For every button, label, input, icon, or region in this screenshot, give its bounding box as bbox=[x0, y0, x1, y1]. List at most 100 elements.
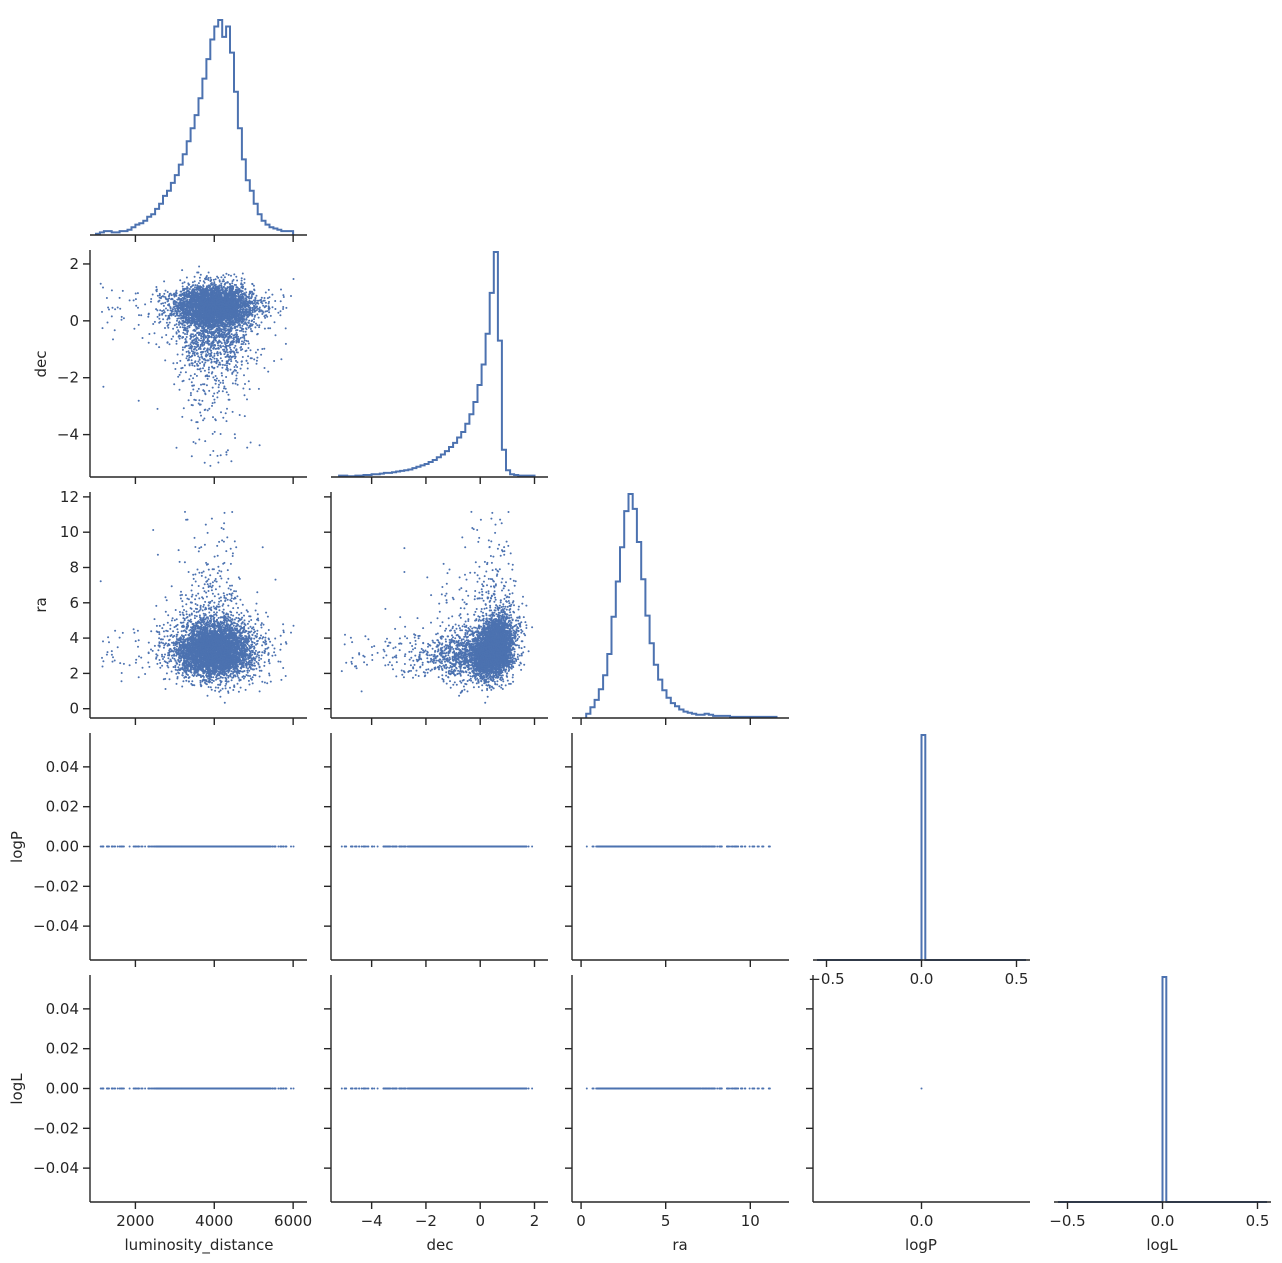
scatter-point bbox=[228, 274, 230, 276]
scatter-point bbox=[107, 322, 109, 324]
scatter-point bbox=[186, 351, 188, 353]
scatter-point bbox=[222, 279, 224, 281]
scatter-point bbox=[212, 395, 214, 397]
scatter-point bbox=[198, 348, 200, 350]
scatter-point bbox=[237, 336, 239, 338]
scatter-point bbox=[208, 375, 210, 377]
scatter-point bbox=[219, 362, 221, 364]
scatter-point bbox=[251, 294, 253, 296]
scatter-point bbox=[222, 274, 224, 276]
scatter-point bbox=[220, 283, 222, 285]
scatter-point bbox=[210, 336, 212, 338]
scatter-point bbox=[199, 280, 201, 282]
scatter-point bbox=[182, 286, 184, 288]
scatter-point bbox=[233, 273, 235, 275]
scatter-point bbox=[148, 313, 150, 315]
scatter-point bbox=[226, 391, 228, 393]
scatter-point bbox=[138, 400, 140, 402]
scatter-point bbox=[163, 305, 165, 307]
scatter-point bbox=[188, 354, 190, 356]
scatter-point bbox=[230, 358, 232, 360]
scatter-point bbox=[192, 281, 194, 283]
scatter-point bbox=[280, 358, 282, 360]
scatter-point bbox=[183, 407, 185, 409]
scatter-point bbox=[261, 297, 263, 299]
scatter-point bbox=[190, 392, 192, 394]
scatter-point bbox=[138, 324, 140, 326]
scatter-point bbox=[192, 377, 194, 379]
scatter-point bbox=[242, 273, 244, 275]
scatter-point bbox=[188, 345, 190, 347]
scatter-point bbox=[285, 343, 287, 345]
scatter-point bbox=[182, 346, 184, 348]
scatter-point bbox=[176, 318, 178, 320]
scatter-point bbox=[270, 315, 272, 317]
scatter-point bbox=[208, 390, 210, 392]
scatter-point bbox=[111, 315, 113, 317]
scatter-point bbox=[256, 295, 258, 297]
scatter-point bbox=[206, 384, 208, 386]
scatter-point bbox=[206, 286, 208, 288]
scatter-point bbox=[242, 331, 244, 333]
scatter-point bbox=[213, 348, 215, 350]
scatter-point bbox=[215, 278, 217, 280]
scatter-point bbox=[152, 323, 154, 325]
scatter-point bbox=[240, 282, 242, 284]
scatter-point bbox=[222, 345, 224, 347]
scatter-point bbox=[265, 292, 267, 294]
scatter-point bbox=[207, 378, 209, 380]
scatter-point bbox=[182, 332, 184, 334]
scatter-point bbox=[223, 387, 225, 389]
scatter-point bbox=[176, 340, 178, 342]
scatter-point bbox=[258, 326, 260, 328]
scatter-point bbox=[208, 279, 210, 281]
scatter-point bbox=[241, 343, 243, 345]
scatter-point bbox=[253, 321, 255, 323]
scatter-point bbox=[157, 316, 159, 318]
scatter-point bbox=[186, 336, 188, 338]
scatter-point bbox=[200, 354, 202, 356]
scatter-point bbox=[241, 277, 243, 279]
scatter-point bbox=[225, 412, 227, 414]
scatter-point bbox=[165, 334, 167, 336]
scatter-point bbox=[162, 302, 164, 304]
scatter-point bbox=[277, 312, 279, 314]
scatter-point bbox=[269, 327, 271, 329]
scatter-point bbox=[216, 358, 218, 360]
scatter-point bbox=[232, 411, 234, 413]
scatter-point bbox=[285, 327, 287, 329]
scatter-point bbox=[102, 327, 104, 329]
scatter-point bbox=[186, 333, 188, 335]
scatter-point bbox=[256, 324, 258, 326]
scatter-point bbox=[165, 315, 167, 317]
scatter-point bbox=[245, 317, 247, 319]
scatter-point bbox=[112, 338, 114, 340]
scatter-point bbox=[235, 364, 237, 366]
scatter-point bbox=[241, 325, 243, 327]
scatter-point bbox=[248, 320, 250, 322]
scatter-point bbox=[199, 362, 201, 364]
scatter-point bbox=[201, 400, 203, 402]
scatter-point bbox=[227, 449, 229, 451]
scatter-point bbox=[268, 303, 270, 305]
scatter-point bbox=[214, 402, 216, 404]
scatter-point bbox=[184, 333, 186, 335]
scatter-point bbox=[163, 309, 165, 311]
scatter-point bbox=[210, 344, 212, 346]
scatter-point bbox=[293, 278, 295, 280]
scatter-point bbox=[164, 302, 166, 304]
scatter-point bbox=[218, 386, 220, 388]
scatter-point bbox=[229, 347, 231, 349]
scatter-point bbox=[203, 365, 205, 367]
scatter-point bbox=[182, 282, 184, 284]
scatter-point bbox=[164, 327, 166, 329]
scatter-point bbox=[259, 299, 261, 301]
scatter-point bbox=[224, 364, 226, 366]
scatter-point bbox=[133, 299, 135, 301]
scatter-point bbox=[230, 460, 232, 462]
scatter-point bbox=[204, 347, 206, 349]
scatter-point bbox=[218, 384, 220, 386]
scatter-point bbox=[250, 442, 252, 444]
scatter-point bbox=[248, 380, 250, 382]
scatter-point bbox=[188, 350, 190, 352]
